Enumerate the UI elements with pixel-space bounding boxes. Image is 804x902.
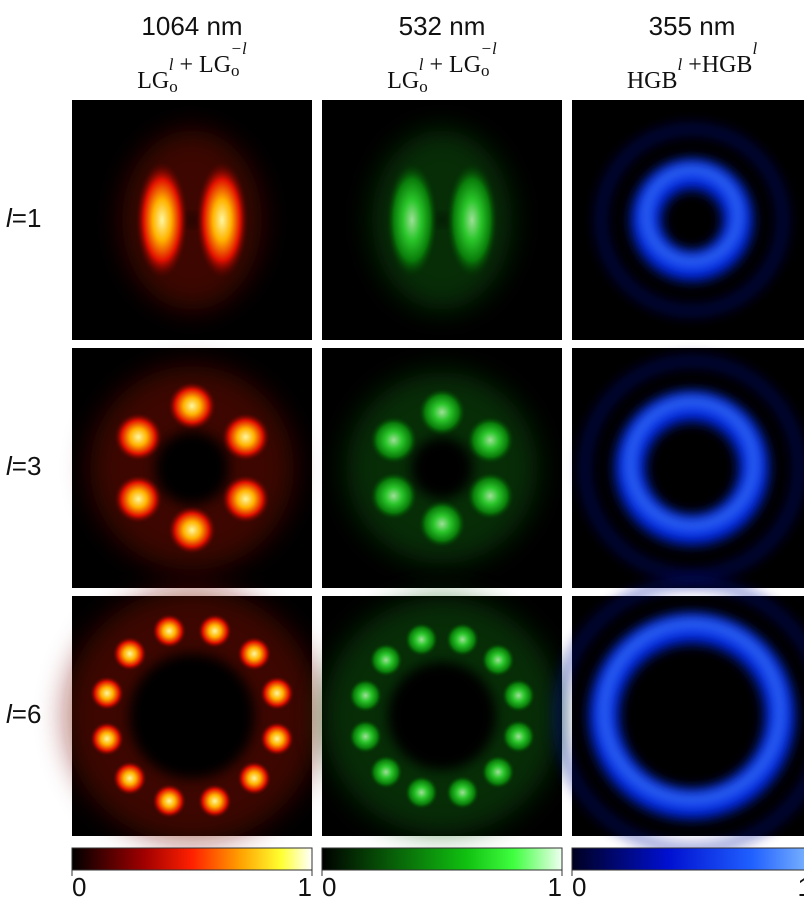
colorbar-label: 0 [72,872,86,902]
beam-image [322,596,562,836]
lobe [466,472,514,520]
hole [437,215,447,225]
lobe [113,761,147,795]
lobe [198,784,232,818]
lobe [168,506,216,554]
row-value: =3 [12,451,42,481]
hole [129,653,255,779]
formula-text: LG [137,68,169,94]
lobe [445,622,479,656]
lobe [445,776,479,810]
lobe [222,475,270,523]
lobe [446,162,498,278]
lobe [369,755,403,789]
formula-text: + [682,52,702,78]
lobe [196,162,248,278]
formula-text: LG [449,52,481,78]
lobe [152,614,186,648]
beam-image [559,583,804,849]
row-label: l=3 [6,451,41,481]
lobe [222,413,270,461]
colorbar-label: 0 [322,872,336,902]
lobe [260,722,294,756]
lobe [481,755,515,789]
beam-image [572,100,804,340]
lobe [237,761,271,795]
figure: 1064 nmLGol + LGo−l01532 nmLGol + LGo−l0… [0,0,804,902]
lobe [418,388,466,436]
hole [411,437,473,499]
row-label: l=6 [6,699,41,729]
hole [388,662,496,770]
lobe [198,614,232,648]
column-title: 1064 nm [141,11,242,41]
colorbar-label: 1 [548,872,562,902]
row-value: =1 [12,203,42,233]
beam-image [322,100,562,340]
colorbar [72,848,312,870]
hole [155,431,229,505]
hole [187,215,197,225]
image-background [572,348,804,588]
lobe [168,382,216,430]
beam-image [72,348,312,588]
row-value: =6 [12,699,42,729]
lobe [90,722,124,756]
lobe [370,416,418,464]
lobe [481,643,515,677]
lobe [136,162,188,278]
formula-sup: l [752,39,757,58]
lobe [405,776,439,810]
formula-text: LG [199,52,231,78]
colorbar-label: 0 [572,872,586,902]
formula-sub: o [169,77,178,96]
lobe [114,413,162,461]
lobe [502,719,536,753]
formula: HGBl +HGBl [627,39,758,94]
colorbar [572,848,804,870]
lobe [152,784,186,818]
column-title: 532 nm [399,11,486,41]
lobe [113,637,147,671]
formula-text: HGB [702,52,753,78]
lobe [418,500,466,548]
formula: LGol + LGo−l [137,39,247,96]
formula-text: + [173,52,199,78]
lobe [237,637,271,671]
formula: LGol + LGo−l [387,39,497,96]
formula-sub: o [481,61,490,80]
lobe [90,676,124,710]
row-label: l=1 [6,203,41,233]
lobe [386,162,438,278]
formula-sup: −l [481,39,497,58]
formula-sub: o [419,77,428,96]
formula-text: LG [387,68,419,94]
lobe [260,676,294,710]
lobe [348,679,382,713]
lobe [369,643,403,677]
lobe [370,472,418,520]
colorbar-label: 1 [298,872,312,902]
beam-image [64,588,320,844]
formula-sub: o [231,61,240,80]
beam-image [322,348,562,588]
lobe [348,719,382,753]
lobe [502,679,536,713]
formula-sup: −l [231,39,247,58]
formula-text: HGB [627,68,678,94]
lobe [466,416,514,464]
formula-text: + [423,52,449,78]
beam-image [72,100,312,340]
lobe [405,622,439,656]
column-title: 355 nm [649,11,736,41]
lobe [114,475,162,523]
beam-image [572,348,804,588]
colorbar [322,848,562,870]
colorbar-label: 1 [798,872,804,902]
